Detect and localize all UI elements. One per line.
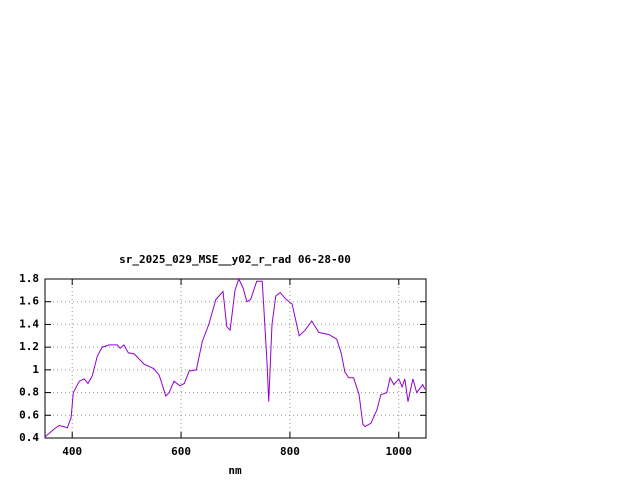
x-tick-label: 800 [280,445,300,458]
y-tick-label: 1.6 [19,295,39,308]
x-axis-label: nm [228,464,242,477]
plot-frame [44,278,427,439]
y-tick-label: 1.4 [19,317,39,330]
x-tick-label: 1000 [386,445,413,458]
y-tick-label: 0.8 [19,386,39,399]
chart-title: sr_2025_029_MSE__y02_r_rad 06-28-00 [119,253,351,266]
y-tick-label: 1 [32,363,39,376]
data-line [44,277,426,438]
x-tick-label: 400 [62,445,82,458]
x-tick-label: 600 [171,445,191,458]
y-tick-label: 0.6 [19,408,39,421]
y-tick-label: 1.2 [19,340,39,353]
y-tick-label: 0.4 [19,431,39,444]
y-tick-label: 1.8 [19,272,39,285]
